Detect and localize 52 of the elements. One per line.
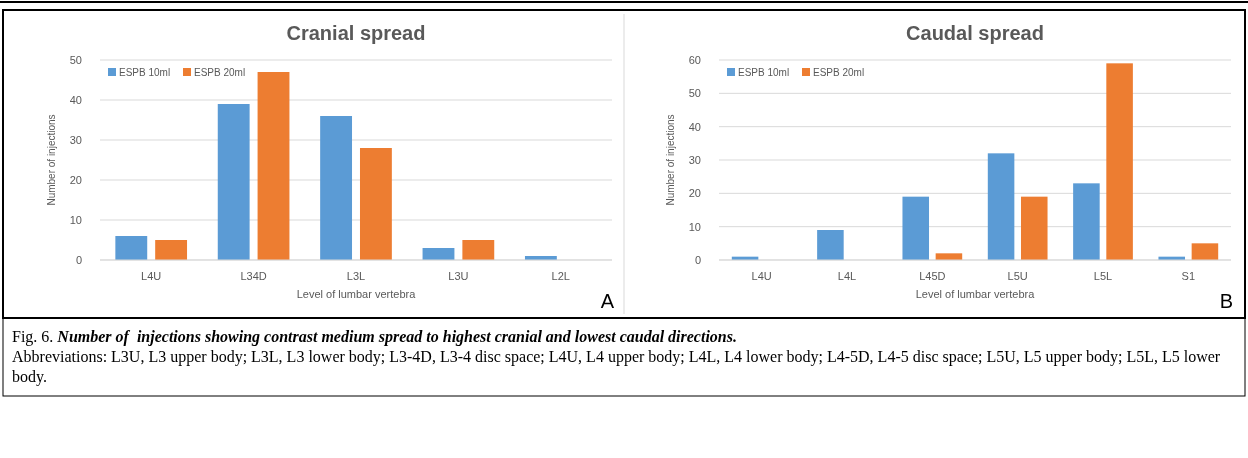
x-tick-label: L5L bbox=[1093, 270, 1113, 282]
y-tick-label: 30 bbox=[688, 154, 701, 166]
x-tick-label: L45D bbox=[919, 270, 946, 282]
y-axis-title: Number of injections bbox=[665, 114, 676, 206]
bar bbox=[902, 196, 930, 260]
text: B bbox=[1219, 290, 1233, 312]
x-axis-title: Level of lumbar vertebra bbox=[296, 288, 417, 300]
legend-label: ESPB 20ml bbox=[813, 67, 865, 78]
x-tick-label: L4U bbox=[751, 270, 772, 282]
bar bbox=[462, 240, 495, 260]
bar bbox=[359, 148, 392, 260]
y-tick-label: 10 bbox=[688, 220, 701, 233]
bar bbox=[115, 236, 148, 260]
y-tick-label: 50 bbox=[688, 87, 701, 100]
bar bbox=[817, 230, 844, 260]
chart-title: Cranial spread bbox=[286, 22, 426, 44]
y-tick-label: 20 bbox=[69, 174, 82, 186]
x-tick-label: L34D bbox=[240, 270, 267, 282]
bar bbox=[1073, 183, 1100, 260]
legend-label: ESPB 10ml bbox=[738, 67, 790, 78]
bar bbox=[1020, 196, 1048, 260]
y-tick-label: 0 bbox=[694, 254, 701, 266]
y-tick-label: 20 bbox=[688, 187, 701, 200]
y-tick-label: 40 bbox=[69, 94, 82, 106]
y-tick-label: 0 bbox=[75, 254, 82, 266]
chart-title: Caudal spread bbox=[906, 22, 1044, 44]
y-tick-label: 40 bbox=[688, 120, 701, 133]
x-tick-label: L3L bbox=[346, 270, 366, 282]
caption: Fig. 6. Number of injections showing contrast medium spread to highest cranial and lowest caudal directions. bbox=[12, 328, 737, 346]
text: A bbox=[600, 290, 615, 312]
y-axis-title: Number of injections bbox=[46, 114, 57, 206]
legend-label: ESPB 20ml bbox=[194, 67, 246, 78]
bar bbox=[1191, 243, 1219, 260]
bar bbox=[257, 72, 290, 260]
bar bbox=[155, 240, 188, 260]
bar bbox=[987, 153, 1015, 260]
x-axis-title: Level of lumbar vertebra bbox=[915, 288, 1036, 300]
bar bbox=[320, 116, 353, 260]
x-tick-label: L4L bbox=[837, 270, 857, 282]
bar bbox=[1106, 63, 1133, 260]
x-tick-label: L4U bbox=[141, 270, 162, 282]
x-tick-label: L2L bbox=[551, 270, 570, 282]
y-tick-label: 10 bbox=[69, 214, 82, 226]
y-tick-label: 50 bbox=[69, 54, 82, 66]
y-tick-label: 60 bbox=[688, 54, 701, 66]
legend-label: ESPB 10ml bbox=[119, 67, 171, 78]
x-tick-label: L5U bbox=[1007, 270, 1028, 282]
text: Abbreviations: L3U, L3 upper body; L3L, L3 lower body; L3-4D, L3-4 disc space; L4U, L4 upper body; L4L, L4 lower body; L4-5D, L4-5 disc space; L5U, L5 upper body; L5L, L5 lower body. bbox=[12, 348, 1221, 386]
x-tick-label: S1 bbox=[1181, 270, 1196, 282]
x-tick-label: L3U bbox=[448, 270, 469, 282]
bar bbox=[217, 104, 250, 260]
y-tick-label: 30 bbox=[69, 134, 82, 146]
